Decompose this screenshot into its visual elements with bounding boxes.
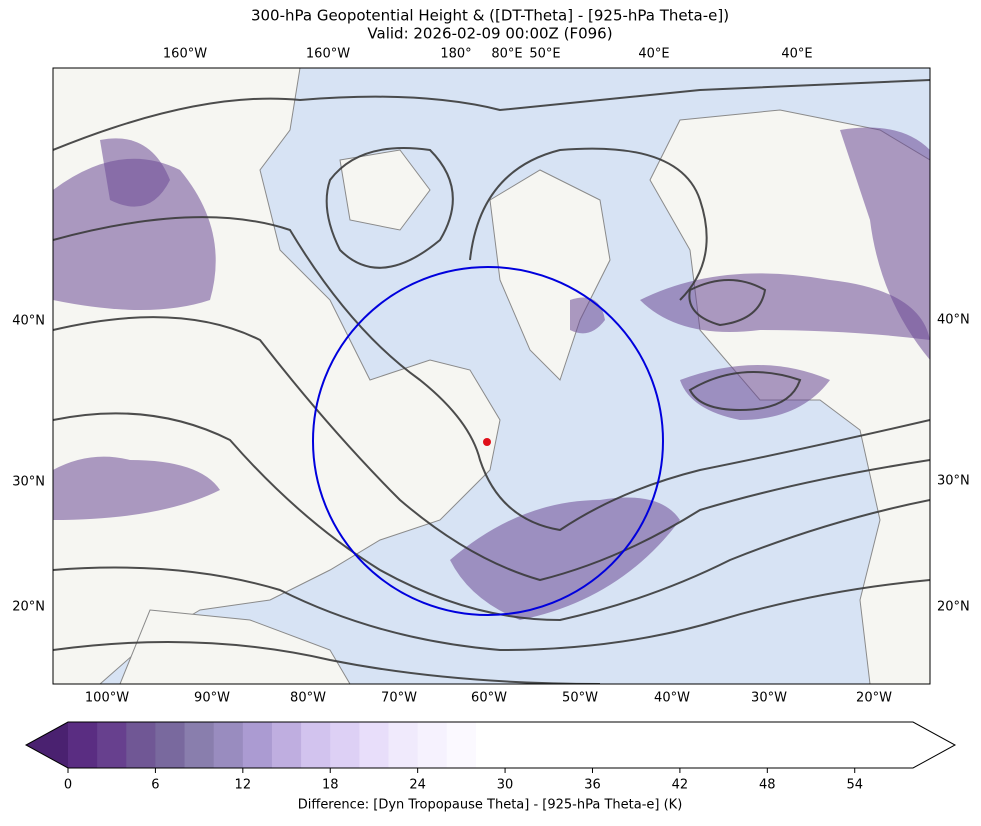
lon-label: 30°W: [751, 691, 787, 706]
lon-label: 40°E: [638, 47, 669, 62]
lon-label: 80°W: [290, 691, 326, 706]
colorbar-band: [126, 722, 156, 768]
shading: [53, 456, 220, 520]
lon-label: 70°W: [381, 691, 417, 706]
colorbar-extend-high: [913, 722, 955, 768]
colorbar-tick-label: 36: [584, 778, 601, 793]
colorbar-band: [388, 722, 419, 768]
lat-labels: 40°N 30°N 20°N 40°N 30°N 20°N: [12, 313, 970, 615]
shading: [450, 497, 680, 620]
colorbar-tick-label: 48: [759, 778, 776, 793]
land: [119, 609, 351, 684]
highlight-circle: [312, 266, 664, 616]
shading: [53, 158, 216, 310]
colorbar-tick-label: 6: [151, 778, 159, 793]
contour: [688, 371, 802, 412]
colorbar-tick-label: 54: [846, 778, 863, 793]
colorbar-band: [417, 722, 448, 768]
contour: [325, 147, 454, 269]
lat-label: 40°N: [937, 313, 970, 328]
colorbar-band: [359, 722, 390, 768]
colorbar-extend-low: [26, 722, 68, 768]
lon-label: 100°W: [85, 691, 129, 706]
colorbar-band: [213, 722, 244, 768]
lon-label: 20°W: [856, 691, 892, 706]
colorbar-band: [271, 722, 302, 768]
contour: [53, 412, 930, 622]
colorbar-band: [68, 722, 98, 768]
colorbar-band: [330, 722, 360, 768]
lon-label: 60°W: [471, 691, 507, 706]
colorbar-band: [97, 722, 127, 768]
lon-label: 40°E: [781, 47, 812, 62]
lon-label: 40°W: [654, 691, 690, 706]
map: [53, 68, 930, 684]
colorbar: 0 6 12 18 24 30 36 42 48 54: [24, 721, 957, 793]
colorbar-tick-label: 12: [235, 778, 252, 793]
colorbar-band: [155, 722, 186, 768]
colorbar-tick-label: 42: [672, 778, 689, 793]
lat-label: 40°N: [12, 314, 45, 329]
contour: [53, 316, 930, 582]
shading: [100, 138, 170, 207]
colorbar-outline: [24, 721, 957, 769]
lon-label: 50°E: [529, 47, 560, 62]
top-labels: 160°W 160°W 180° 80°E 50°E 40°E 40°E: [163, 47, 813, 62]
contour: [53, 641, 601, 684]
lon-label: 180°: [440, 47, 471, 62]
colorbar-band: [475, 722, 914, 768]
lon-label: 160°W: [163, 47, 207, 62]
lon-label: 50°W: [562, 691, 598, 706]
colorbar-band: [184, 722, 215, 768]
subtitle: Valid: 2026-02-09 00:00Z (F096): [367, 25, 612, 43]
map-frame: [52, 67, 931, 685]
bottom-labels: 100°W 90°W 80°W 70°W 60°W 50°W 40°W 30°W…: [85, 691, 892, 706]
shading: [680, 365, 830, 420]
lat-label: 20°N: [12, 600, 45, 615]
land: [339, 149, 431, 231]
lon-label: 90°W: [194, 691, 230, 706]
lon-label: 160°W: [306, 47, 350, 62]
colorbar-band: [446, 722, 477, 768]
colorbar-tick-label: 0: [64, 778, 72, 793]
title: 300-hPa Geopotential Height & ([DT-Theta…: [251, 7, 729, 25]
colorbar-label: Difference: [Dyn Tropopause Theta] - [92…: [298, 798, 683, 813]
lat-label: 30°N: [12, 475, 45, 490]
contour: [53, 216, 930, 532]
colorbar-tick-label: 18: [322, 778, 339, 793]
colorbar-tick-label: 24: [409, 778, 426, 793]
lon-label: 80°E: [491, 47, 522, 62]
colorbar-band: [242, 722, 273, 768]
contour: [688, 279, 767, 327]
lat-label: 30°N: [937, 474, 970, 489]
contour: [53, 79, 930, 151]
shading: [840, 127, 930, 360]
shading: [570, 297, 605, 334]
location-marker: [483, 438, 491, 446]
colorbar-band: [301, 722, 331, 768]
colorbar-tick-label: 30: [497, 778, 514, 793]
lat-label: 20°N: [937, 600, 970, 615]
contour: [469, 147, 708, 301]
contour: [53, 566, 930, 652]
